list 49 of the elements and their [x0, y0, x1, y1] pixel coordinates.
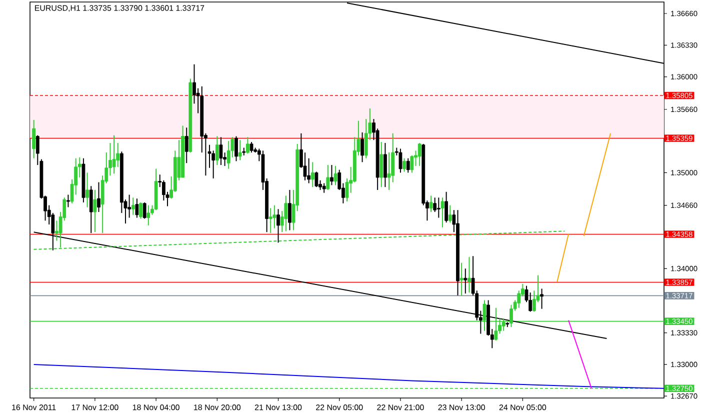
candlestick — [268, 208, 272, 234]
candlestick — [276, 208, 280, 244]
candlestick — [142, 202, 146, 220]
candlestick — [380, 141, 384, 188]
candlestick — [250, 141, 254, 154]
candlestick — [86, 172, 89, 208]
candlestick — [418, 142, 422, 166]
candlestick — [97, 182, 100, 212]
candlestick — [448, 204, 452, 224]
candlestick — [334, 165, 338, 186]
candlestick — [410, 154, 414, 174]
candlestick — [322, 182, 326, 194]
candlestick — [429, 195, 433, 212]
candlestick — [135, 198, 139, 218]
candlestick — [398, 148, 402, 174]
candlestick — [93, 189, 97, 233]
candlestick — [288, 189, 292, 231]
candlestick — [32, 119, 36, 159]
candlestick — [444, 191, 448, 224]
candlestick — [246, 136, 250, 154]
candlestick — [139, 202, 142, 220]
candlestick — [272, 204, 276, 229]
candlestick — [440, 197, 444, 228]
candlestick — [146, 204, 150, 226]
candlestick — [468, 256, 471, 294]
candlestick — [314, 171, 318, 188]
candlestick — [436, 197, 440, 218]
candlestick — [360, 132, 364, 163]
candlestick — [540, 288, 544, 310]
candlestick — [284, 195, 288, 232]
candlestick — [326, 164, 330, 190]
candlestick — [184, 127, 188, 164]
candlestick — [234, 136, 238, 162]
candlestick — [310, 162, 314, 188]
candlestick — [330, 164, 334, 186]
candlestick — [226, 140, 230, 170]
candlestick — [464, 268, 468, 294]
candlestick — [89, 186, 93, 234]
candlestick — [219, 136, 223, 166]
candlestick — [238, 140, 242, 161]
candlestick — [215, 136, 219, 166]
candlestick — [112, 134, 116, 174]
candlestick — [402, 158, 406, 172]
candlestick — [66, 194, 70, 208]
candlestick — [460, 262, 464, 296]
candlestick — [383, 142, 387, 188]
candlestick — [406, 158, 410, 174]
candlestick — [55, 220, 58, 242]
candlestick — [131, 197, 135, 216]
